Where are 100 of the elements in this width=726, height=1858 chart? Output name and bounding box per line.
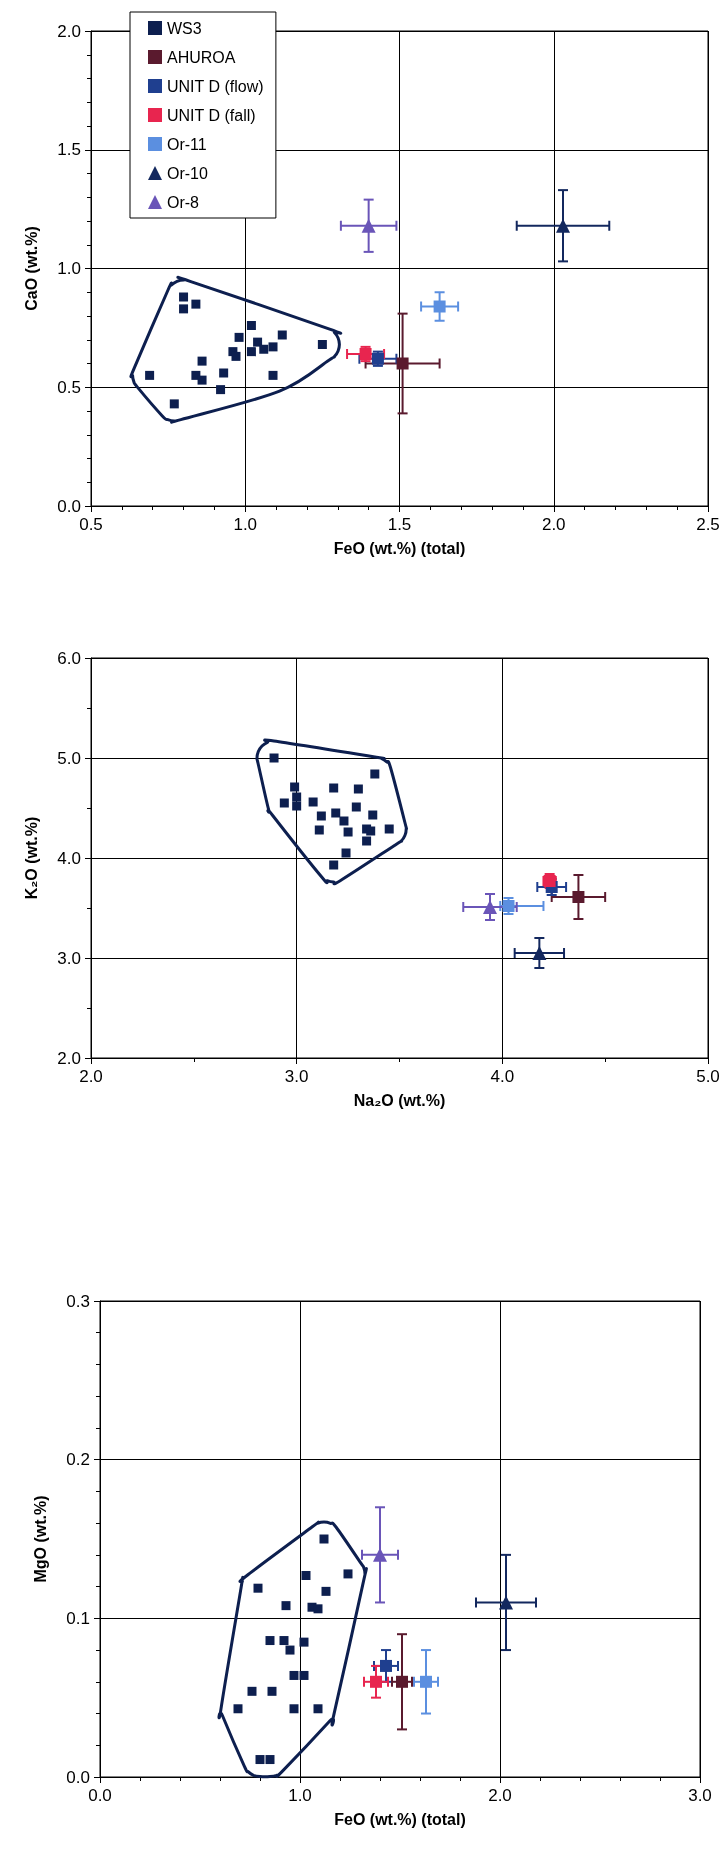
point [255,1755,265,1765]
point [269,753,279,763]
point [370,769,380,779]
x-tick-label: 2.0 [79,1067,103,1086]
point [233,1704,243,1714]
point [499,1595,513,1610]
point [329,860,339,870]
point [572,891,585,903]
legend-label: WS3 [167,19,202,37]
point [313,1604,323,1614]
y-tick-label: 1.5 [57,140,81,160]
point [265,1636,275,1646]
x-axis-title: FeO (wt.%) (total) [333,539,466,557]
y-tick-label: 0.5 [57,377,81,397]
point [329,783,339,793]
point [368,810,378,820]
point [290,782,300,792]
x-tick-label: 0.5 [79,515,103,534]
x-tick-label: 5.0 [696,1067,720,1086]
point [351,802,361,812]
y-axis-title: K₂O (wt.%) [22,816,40,900]
point [299,1670,309,1680]
point [289,1704,299,1714]
point [191,370,201,380]
point [361,218,376,233]
x-tick-label: 2.0 [541,515,566,534]
y-axis-title: MgO (wt.%) [31,1495,49,1583]
point [268,370,278,380]
x-tick-label: 3.0 [284,1067,309,1086]
point [179,292,189,302]
point [267,1686,277,1696]
point [289,1670,299,1680]
point [246,321,256,330]
legend-label: UNIT D (fall) [167,106,256,124]
point [370,1675,382,1688]
point [265,1755,275,1765]
legend-label: Or-11 [167,135,207,153]
point [343,1569,353,1579]
point [253,337,263,347]
legend-label: Or-8 [167,193,200,211]
point [279,1636,289,1646]
x-axis-title: Na₂O (wt.%) [353,1091,446,1109]
point [384,824,394,834]
point [169,399,179,409]
point [420,1675,432,1688]
point [179,304,189,314]
point [292,801,302,811]
point [319,1534,329,1544]
y-tick-label: 5.0 [57,748,81,768]
point [234,332,244,342]
x-tick-label: 3.0 [688,1786,712,1805]
point [197,356,207,366]
x-tick-label: 0.0 [88,1786,112,1805]
point [353,784,363,794]
point [219,368,229,378]
legend-label: AHUROA [167,48,236,66]
point [253,1583,263,1593]
point [268,342,278,352]
point [366,826,376,836]
point [313,1704,323,1714]
point [308,797,318,807]
point [197,375,207,385]
point [246,347,256,357]
y-tick-label: 0.3 [66,1291,90,1311]
x-tick-label: 2.5 [696,515,720,534]
point [216,385,226,395]
x-tick-label: 1.0 [288,1786,312,1805]
point [396,1675,408,1688]
point [317,340,327,349]
point [380,1659,392,1672]
point [343,827,353,837]
y-tick-label: 6.0 [57,648,81,668]
point [292,792,302,802]
point [279,798,289,808]
point [482,900,497,914]
point [191,299,201,309]
x-tick-label: 2.0 [488,1786,512,1805]
point [301,1570,311,1580]
point [341,848,351,858]
y-axis-title: CaO (wt.%) [22,226,40,311]
y-tick-label: 0.1 [66,1608,90,1628]
point [145,370,155,380]
y-tick-label: 3.0 [57,948,81,968]
point [396,357,409,370]
point [331,808,341,818]
legend-label: Or-10 [167,164,208,182]
point [299,1637,309,1647]
legend-label: UNIT D (flow) [167,77,264,95]
x-tick-label: 1.0 [233,515,258,534]
point [314,825,324,835]
point [281,1601,291,1611]
y-tick-label: 4.0 [57,848,81,868]
point [316,811,326,821]
point [321,1586,331,1596]
y-tick-label: 0.0 [66,1767,90,1787]
point [247,1686,257,1696]
point [259,344,269,354]
point [433,300,446,313]
point [277,330,287,340]
x-tick-label: 4.0 [490,1067,515,1086]
